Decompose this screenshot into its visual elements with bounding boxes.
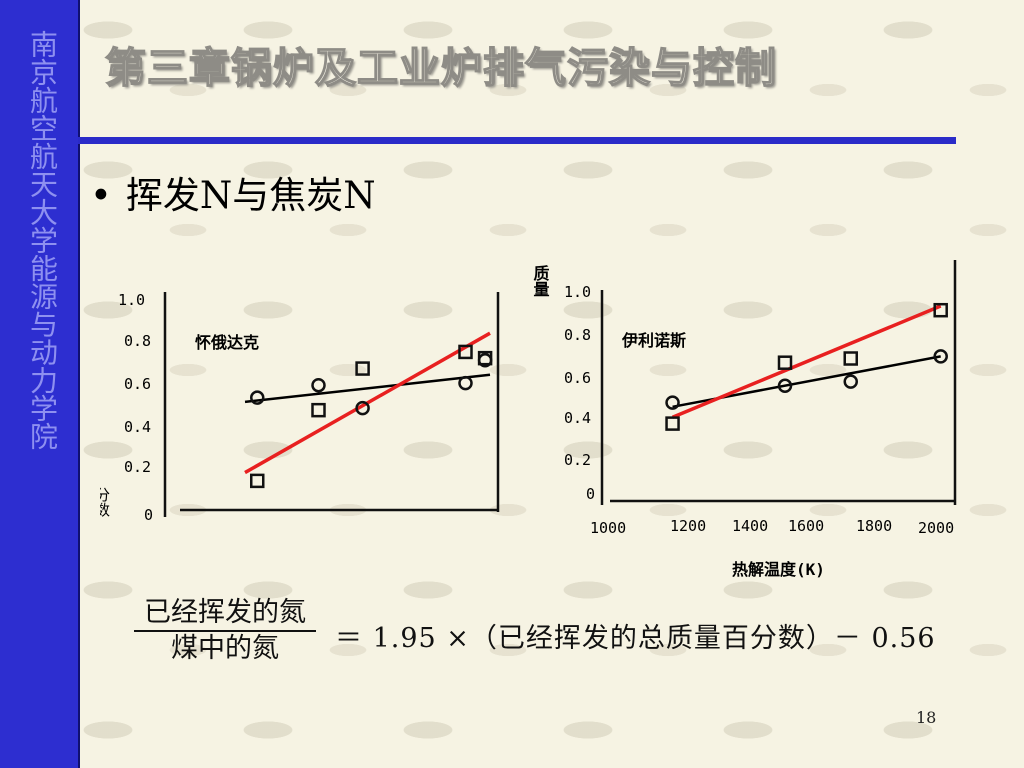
formula-denominator: 煤中的氮 [171, 633, 279, 664]
chart-illinois-title: 伊利诺斯 [621, 331, 686, 350]
chart-illinois: 1.0 0.8 0.6 0.4 0.2 0 1000 1200 1400 160… [531, 260, 957, 579]
x-tick-label: 1800 [856, 517, 892, 535]
data-point-square [250, 473, 265, 489]
chart-wyodak-plot [244, 331, 493, 489]
data-point-square [477, 350, 493, 366]
fit-line [671, 304, 942, 419]
background-pattern [78, 0, 1024, 768]
page-number: 18 [916, 708, 937, 727]
formula-fraction: 已经挥发的氮 煤中的氮 [130, 598, 320, 664]
y-tick-label: 0 [144, 506, 153, 524]
page-title: 第三章锅炉及工业炉排气污染与控制 [104, 43, 777, 93]
data-point-circle [250, 390, 265, 405]
formula-numerator: 已经挥发的氮 [144, 597, 306, 628]
data-point-square [458, 344, 473, 360]
chart-wyodak-title: 怀俄达克 [195, 333, 259, 352]
y-tick-label: 0.8 [564, 326, 591, 344]
chart-illinois-xlabel: 热解温度(K) [732, 560, 825, 579]
data-point-square [665, 416, 680, 431]
chart-illinois-xaxis: 1000 1200 1400 1600 1800 2000 [590, 499, 956, 537]
chart-illinois-yaxis: 1.0 0.8 0.6 0.4 0.2 0 [564, 260, 957, 505]
y-tick-label: 0.6 [564, 369, 591, 387]
formula-rhs: ＝ 1.95 ×（已经挥发的总质量百分数）－ 0.56 [335, 623, 936, 654]
sidebar: 南京航空航天大学能源与动力学院 [0, 0, 80, 768]
data-point-square [311, 402, 326, 418]
data-point-square [355, 361, 370, 376]
chart-illinois-plot [665, 302, 948, 431]
chart-wyodak-ylabel: 分数 [100, 487, 111, 517]
y-tick-label: 1.0 [564, 283, 591, 301]
y-tick-label: 0.4 [124, 418, 151, 436]
y-tick-label: 0.2 [564, 451, 591, 469]
data-point-circle [843, 374, 858, 389]
x-tick-label: 2000 [918, 519, 954, 537]
chart-illinois-ylabel: 质量 [531, 264, 550, 297]
fit-line [244, 373, 491, 404]
bullet-marker: • [90, 174, 112, 217]
y-tick-label: 0.4 [564, 409, 591, 427]
data-point-circle [311, 377, 326, 393]
data-point-circle [458, 375, 473, 391]
chart-wyodak-xaxis [180, 292, 500, 512]
chart-wyodak: 1.0 0.8 0.6 0.4 0.2 0 怀俄达克 分数 [100, 291, 500, 524]
title-divider [78, 137, 956, 144]
x-tick-label: 1000 [590, 519, 626, 537]
y-tick-label: 0 [586, 485, 595, 503]
data-point-square [933, 302, 948, 318]
data-point-circle [665, 395, 680, 410]
y-tick-label: 0.8 [124, 332, 151, 350]
data-point-square [843, 351, 858, 366]
fraction-bar [134, 630, 316, 632]
y-tick-label: 1.0 [118, 291, 145, 309]
x-tick-label: 1600 [788, 517, 824, 535]
y-tick-label: 0.6 [124, 375, 151, 393]
x-tick-label: 1200 [670, 517, 706, 535]
data-point-circle [777, 378, 793, 394]
data-point-circle [933, 349, 948, 364]
data-point-circle [355, 400, 370, 416]
x-tick-label: 1400 [732, 517, 768, 535]
bullet-item: • 挥发N与焦炭N [90, 165, 376, 219]
data-point-square [777, 355, 793, 370]
bullet-text: 挥发N与焦炭N [125, 174, 376, 217]
chart-wyodak-yaxis: 1.0 0.8 0.6 0.4 0.2 0 [118, 291, 167, 524]
y-tick-label: 0.2 [124, 458, 151, 476]
sidebar-institution-text: 南京航空航天大学能源与动力学院 [26, 30, 59, 450]
